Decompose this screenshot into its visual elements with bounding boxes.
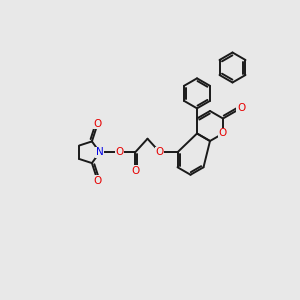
- Text: O: O: [219, 128, 227, 139]
- Text: N: N: [96, 147, 104, 157]
- Text: O: O: [156, 147, 164, 157]
- Text: O: O: [115, 147, 123, 157]
- Text: O: O: [237, 103, 245, 113]
- Text: O: O: [131, 166, 139, 176]
- Text: O: O: [94, 176, 102, 186]
- Text: O: O: [94, 119, 102, 129]
